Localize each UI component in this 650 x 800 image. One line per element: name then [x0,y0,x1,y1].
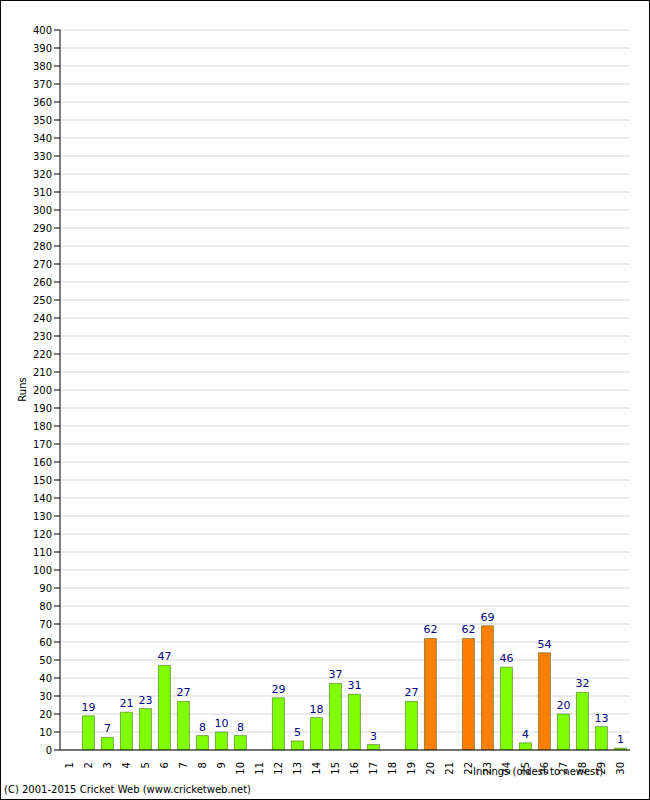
svg-text:16: 16 [349,762,360,775]
svg-text:160: 160 [33,457,52,468]
svg-text:22: 22 [463,762,474,775]
svg-text:4: 4 [121,762,132,768]
svg-text:14: 14 [311,762,322,775]
svg-text:31: 31 [347,679,361,692]
svg-text:290: 290 [33,223,52,234]
svg-text:21: 21 [119,697,133,710]
svg-text:280: 280 [33,241,52,252]
svg-text:50: 50 [39,655,52,666]
svg-text:390: 390 [33,43,52,54]
svg-text:30: 30 [615,762,626,775]
svg-text:21: 21 [444,762,455,775]
svg-text:60: 60 [39,637,52,648]
svg-text:180: 180 [33,421,52,432]
svg-text:10: 10 [235,762,246,775]
svg-text:90: 90 [39,583,52,594]
svg-text:8: 8 [199,721,206,734]
svg-text:100: 100 [33,565,52,576]
svg-text:350: 350 [33,115,52,126]
svg-text:30: 30 [39,691,52,702]
svg-text:37: 37 [328,668,342,681]
svg-text:32: 32 [575,677,589,690]
svg-text:320: 320 [33,169,52,180]
svg-text:110: 110 [33,547,52,558]
svg-text:1: 1 [64,762,75,768]
svg-text:3: 3 [370,730,377,743]
svg-text:6: 6 [159,762,170,768]
svg-text:130: 130 [33,511,52,522]
svg-text:11: 11 [254,762,265,775]
svg-text:170: 170 [33,439,52,450]
svg-text:18: 18 [387,762,398,775]
svg-text:310: 310 [33,187,52,198]
svg-text:5: 5 [294,726,301,739]
svg-text:340: 340 [33,133,52,144]
svg-text:5: 5 [140,762,151,768]
svg-text:270: 270 [33,259,52,270]
svg-text:7: 7 [178,762,189,768]
svg-text:240: 240 [33,313,52,324]
svg-text:1: 1 [617,733,624,746]
svg-text:210: 210 [33,367,52,378]
svg-text:19: 19 [81,701,95,714]
svg-text:13: 13 [594,712,608,725]
svg-text:260: 260 [33,277,52,288]
svg-text:46: 46 [499,652,513,665]
svg-text:360: 360 [33,97,52,108]
svg-text:400: 400 [33,25,52,36]
html-text:(C) 2001-2015 Cricket Web (www: (C) 2001-2015 Cricket Web (www.cricketwe… [4,784,251,795]
svg-text:27: 27 [176,686,190,699]
svg-text:70: 70 [39,619,52,630]
svg-text:62: 62 [423,623,437,636]
svg-text:190: 190 [33,403,52,414]
svg-text:8: 8 [237,721,244,734]
svg-text:54: 54 [537,638,551,651]
html-text:Runs: Runs [16,377,28,402]
svg-text:69: 69 [480,611,494,624]
svg-text:380: 380 [33,61,52,72]
svg-text:10: 10 [214,717,228,730]
svg-text:20: 20 [39,709,52,720]
svg-text:300: 300 [33,205,52,216]
svg-text:0: 0 [46,745,52,756]
svg-text:140: 140 [33,493,52,504]
svg-text:250: 250 [33,295,52,306]
svg-text:9: 9 [216,762,227,768]
svg-text:80: 80 [39,601,52,612]
svg-text:20: 20 [556,699,570,712]
svg-text:150: 150 [33,475,52,486]
svg-text:27: 27 [404,686,418,699]
svg-text:40: 40 [39,673,52,684]
svg-text:19: 19 [406,762,417,775]
svg-text:29: 29 [271,683,285,696]
svg-text:220: 220 [33,349,52,360]
svg-text:23: 23 [138,694,152,707]
svg-text:12: 12 [273,762,284,775]
svg-text:330: 330 [33,151,52,162]
svg-text:47: 47 [157,650,171,663]
svg-text:200: 200 [33,385,52,396]
svg-text:4: 4 [522,728,529,741]
svg-text:20: 20 [425,762,436,775]
svg-text:2: 2 [83,762,94,768]
svg-text:18: 18 [309,703,323,716]
svg-text:8: 8 [197,762,208,768]
svg-text:7: 7 [104,722,111,735]
svg-text:15: 15 [330,762,341,775]
svg-text:10: 10 [39,727,52,738]
svg-text:62: 62 [461,623,475,636]
svg-text:3: 3 [102,762,113,768]
svg-text:13: 13 [292,762,303,775]
svg-text:120: 120 [33,529,52,540]
svg-text:17: 17 [368,762,379,775]
svg-text:230: 230 [33,331,52,342]
html-text:Innings (oldest to newest): Innings (oldest to newest) [473,766,604,777]
svg-text:370: 370 [33,79,52,90]
